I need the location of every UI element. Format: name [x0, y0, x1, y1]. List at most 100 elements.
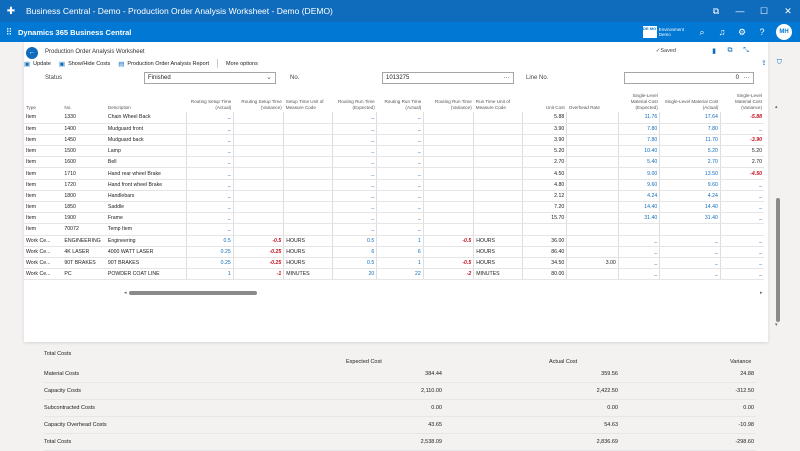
table-cell[interactable]: 1720: [62, 179, 106, 191]
actual-cost-value[interactable]: 359.56: [601, 371, 618, 377]
column-header[interactable]: Setup Time Unit of Measure Code: [285, 99, 324, 110]
table-row[interactable]: Work Ce... 90T BRAKES 90T BRAKES 0.25 -0.25 H…: [24, 257, 764, 270]
table-cell[interactable]: 1450: [62, 134, 106, 147]
no-field[interactable]: 1013275…: [382, 72, 514, 84]
table-row[interactable]: Item 1500 Lamp _ _ _ 5.20 10.40 5.20 5.20: [24, 145, 764, 158]
table-cell[interactable]: 1710: [62, 167, 106, 180]
back-icon[interactable]: ←: [26, 47, 38, 59]
table-row[interactable]: Work Ce... 4K LASER 4000 WATT LASER 0.25 -0.…: [24, 246, 764, 258]
maximize-icon[interactable]: ☐: [759, 5, 769, 16]
filter-icon[interactable]: ⛉: [776, 59, 782, 66]
open-new-icon[interactable]: ⧉: [727, 47, 733, 54]
total-costs-row: Capacity Overhead Costs 43.65 54.63 -10.98: [44, 417, 756, 434]
column-header[interactable]: Description: [107, 105, 131, 110]
table-cell: [422, 246, 474, 258]
table-cell[interactable]: PC: [62, 268, 106, 281]
minimize-icon[interactable]: —: [735, 6, 745, 16]
column-header[interactable]: Single-Level Material Cost (Variance): [734, 93, 762, 110]
column-header[interactable]: Routing Setup Time (Actual): [190, 99, 232, 110]
table-cell: 0.5: [331, 257, 377, 270]
environment-badge[interactable]: DE MO Environment Demo: [642, 26, 684, 38]
table-cell[interactable]: 4K LASER: [62, 246, 106, 258]
scroll-left-icon[interactable]: ◂: [124, 290, 127, 296]
table-row[interactable]: Item 1710 Hand rear wheel Brake _ _ _ 4.50 9.00…: [24, 167, 764, 180]
scroll-down-icon[interactable]: ▾: [775, 322, 778, 328]
table-row[interactable]: Item 1850 Saddle _ _ _ 7.20 14.40 14.40 _: [24, 201, 764, 214]
close-icon[interactable]: ✕: [784, 5, 792, 16]
table-cell: 0.25: [186, 257, 234, 270]
vertical-scrollbar[interactable]: [776, 198, 780, 322]
gear-icon[interactable]: ⚙: [737, 26, 747, 37]
avatar[interactable]: MH: [776, 24, 792, 40]
table-cell: 11.70: [659, 134, 721, 147]
table-row[interactable]: Work Ce... PC POWDER COAT LINE 1 -1 MINUTES 20…: [24, 268, 764, 281]
column-header[interactable]: Routing Run Time (Expected): [337, 99, 375, 110]
scroll-right-icon[interactable]: ▸: [760, 290, 763, 296]
bookmark-icon[interactable]: ▮: [712, 48, 716, 55]
status-field[interactable]: Finished ⌄: [144, 72, 276, 84]
browser-tab-icon[interactable]: ⧉: [712, 5, 720, 16]
table-cell[interactable]: 1500: [62, 145, 106, 158]
table-cell: 1: [186, 268, 234, 281]
actual-cost-value[interactable]: 2,836.69: [596, 439, 618, 445]
share-icon[interactable]: ⇪: [760, 60, 767, 67]
column-header[interactable]: Routing Run Time (Variance): [435, 99, 472, 110]
scroll-up-icon[interactable]: ▴: [775, 104, 778, 110]
table-cell[interactable]: ENGINEERING: [62, 235, 106, 247]
expected-cost-value[interactable]: 384.44: [425, 371, 442, 377]
column-header[interactable]: Overhead Rate: [568, 105, 600, 110]
help-icon[interactable]: ?: [759, 27, 765, 37]
table-row[interactable]: Item 1900 Frame _ _ _ 15.70 31.40 31.40 _: [24, 212, 764, 225]
table-cell[interactable]: 1600: [62, 156, 106, 169]
table-cell[interactable]: 70072: [62, 223, 106, 236]
show-hide-costs-button[interactable]: ▣ Show/Hide Costs: [58, 60, 111, 68]
column-header[interactable]: Type: [26, 105, 36, 110]
app-name[interactable]: Dynamics 365 Business Central: [18, 27, 132, 37]
table-cell: 11.76: [617, 112, 660, 124]
table-row[interactable]: Item 1400 Mudguard front _ _ _ 3.90 7.80 7.80 _: [24, 123, 764, 135]
column-header[interactable]: Routing Run Time (Actual): [384, 99, 422, 110]
expected-cost-value[interactable]: 2,110.00: [420, 388, 442, 394]
actual-cost-value[interactable]: 0.00: [607, 405, 618, 411]
analysis-report-button[interactable]: ▤ Production Order Analysis Report: [118, 60, 210, 68]
actual-cost-value[interactable]: 54.63: [604, 422, 618, 428]
bell-icon[interactable]: ♫: [718, 27, 726, 37]
horizontal-scrollbar[interactable]: [129, 291, 257, 295]
table-cell: -0.25: [232, 257, 284, 270]
table-row[interactable]: Item 1450 Mudguard back _ _ _ 3.90 7.80 11.70 -3.…: [24, 134, 764, 147]
search-icon[interactable]: ⌕: [699, 26, 705, 37]
table-row[interactable]: Item 1330 Chain Wheel Back _ _ _ 5.88 11.76 17.6…: [24, 112, 764, 124]
table-cell[interactable]: 90T BRAKES: [62, 257, 106, 270]
table-cell: -0.5: [232, 235, 284, 247]
column-header[interactable]: Single-Level Material Cost (Expected): [630, 93, 658, 110]
table-cell[interactable]: 1900: [62, 212, 106, 225]
table-row[interactable]: Item 1800 Handlebars _ _ _ 2.12 4.24 4.24 _: [24, 190, 764, 203]
column-header[interactable]: Single-Level Material Cost (Actual): [664, 99, 719, 110]
update-button[interactable]: ▣ Update: [24, 60, 51, 68]
expected-cost-value[interactable]: 0.00: [431, 405, 442, 411]
table-cell: -3.90: [719, 134, 764, 147]
table-cell: 3.00: [566, 257, 619, 270]
table-row[interactable]: Item 1720 Hand front wheel Brake _ _ _ 4.80 9.6…: [24, 179, 764, 191]
column-header[interactable]: Run Time Unit of Measure Code: [475, 99, 510, 110]
expected-cost-value[interactable]: 2,538.09: [420, 439, 442, 445]
waffle-icon[interactable]: ⠿: [5, 26, 13, 37]
table-row[interactable]: Work Ce... ENGINEERING Engineering 0.5 -0.5 H…: [24, 235, 764, 247]
actual-cost-value[interactable]: 2,422.50: [596, 388, 618, 394]
table-cell[interactable]: 1850: [62, 201, 106, 214]
table-cell[interactable]: 1800: [62, 190, 106, 203]
table-cell: POWDER COAT LINE: [105, 268, 187, 281]
column-header[interactable]: Routing Setup Time (Variance): [241, 99, 282, 110]
column-header[interactable]: No.: [64, 105, 72, 110]
table-cell: [473, 112, 523, 124]
table-row[interactable]: Item 1600 Bell _ _ _ 2.70 5.40 2.70 2.70: [24, 156, 764, 169]
table-cell[interactable]: 1330: [62, 112, 106, 124]
collapse-icon[interactable]: ⤡: [743, 47, 749, 54]
table-row[interactable]: Item 70072 Temp Item _ _ _: [24, 223, 764, 236]
column-header[interactable]: Unit Cost: [545, 105, 565, 110]
expected-cost-value[interactable]: 43.65: [428, 422, 442, 428]
table-cell[interactable]: 1400: [62, 123, 106, 135]
line-no-field[interactable]: 0…: [624, 72, 754, 84]
update-icon: ▣: [24, 60, 31, 68]
more-options-button[interactable]: More options: [226, 60, 258, 67]
